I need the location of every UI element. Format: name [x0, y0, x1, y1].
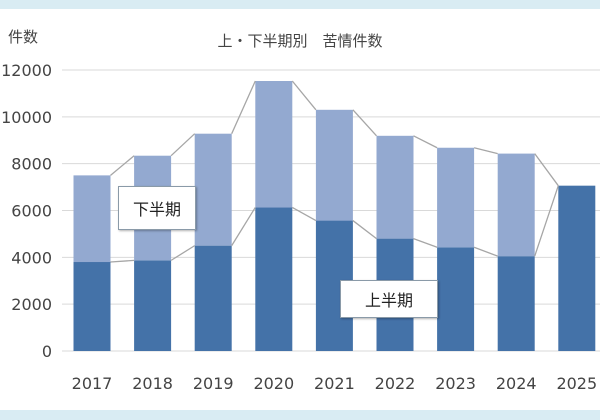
series-line — [170, 133, 196, 157]
bar-first-half-2018 — [134, 260, 172, 351]
bar-second-half-2021 — [315, 109, 353, 221]
y-tick-label: 8000 — [11, 155, 52, 174]
series-line — [291, 206, 317, 222]
y-tick-label: 2000 — [11, 295, 52, 314]
bar-first-half-2017 — [73, 262, 111, 351]
annotation-second-half: 下半期 — [118, 186, 196, 230]
bar-second-half-2023 — [437, 147, 475, 248]
x-tick-label: 2018 — [132, 374, 173, 393]
top-band — [0, 0, 600, 9]
series-line — [291, 80, 317, 111]
series-line — [413, 237, 438, 248]
x-tick-label: 2025 — [556, 374, 597, 393]
series-line — [170, 245, 196, 261]
bar-first-half-2025 — [558, 185, 596, 351]
x-tick-label: 2019 — [193, 374, 234, 393]
series-line — [473, 246, 498, 257]
x-tick-label: 2020 — [253, 374, 294, 393]
x-tick-label: 2022 — [375, 374, 416, 393]
bar-second-half-2019 — [194, 133, 232, 246]
y-tick-label: 10000 — [1, 108, 52, 127]
annotation-first-half: 上半期 — [340, 280, 438, 318]
series-line — [413, 135, 438, 149]
bar-first-half-2019 — [194, 245, 232, 351]
series-line — [110, 259, 135, 263]
bar-second-half-2017 — [73, 175, 111, 263]
y-tick-label: 4000 — [11, 248, 52, 267]
bar-first-half-2023 — [437, 247, 475, 351]
x-tick-label: 2023 — [435, 374, 476, 393]
bar-first-half-2020 — [255, 207, 293, 351]
series-line — [231, 80, 256, 134]
series-line — [352, 109, 377, 137]
series-line — [352, 220, 377, 240]
bar-first-half-2024 — [497, 256, 535, 351]
y-axis-label: 件数 — [8, 28, 38, 46]
bar-second-half-2020 — [255, 81, 293, 208]
series-line — [231, 207, 256, 246]
x-tick-label: 2024 — [496, 374, 537, 393]
y-tick-label: 12000 — [1, 61, 52, 80]
bottom-band — [0, 410, 600, 420]
series-line — [534, 153, 559, 187]
chart-title: 上・下半期別 苦情件数 — [217, 32, 382, 50]
series-line — [534, 185, 559, 257]
series-line — [110, 155, 135, 176]
x-tick-label: 2017 — [72, 374, 113, 393]
bar-second-half-2022 — [376, 135, 414, 239]
x-tick-label: 2021 — [314, 374, 355, 393]
series-line — [473, 147, 498, 155]
y-tick-label: 6000 — [11, 202, 52, 221]
bar-second-half-2024 — [497, 153, 535, 257]
y-tick-label: 0 — [42, 342, 52, 361]
